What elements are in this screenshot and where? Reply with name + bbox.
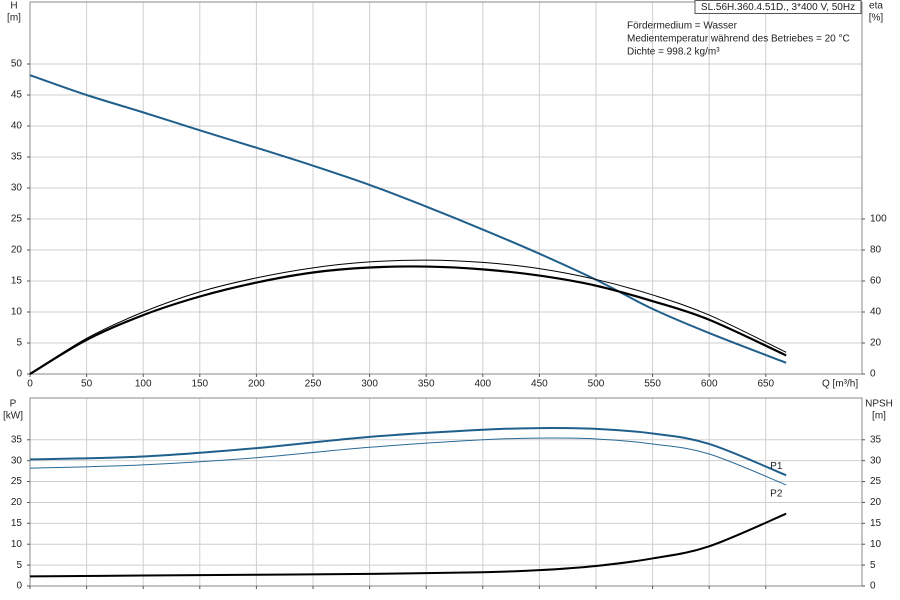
y-axis-unit: [m] — [7, 13, 21, 24]
y2-tick-label: 80 — [870, 245, 882, 256]
x-tick-label: 500 — [588, 379, 605, 390]
y2-tick-label: 60 — [870, 276, 882, 287]
x-tick-label: 600 — [701, 379, 718, 390]
series-line — [29, 259, 787, 375]
annotation: Fördermedium = Wasser — [627, 21, 738, 32]
x-tick-label: 400 — [474, 379, 491, 390]
y-axis-label: H — [10, 1, 17, 12]
x-tick-label: 350 — [418, 379, 435, 390]
y2-tick-label: 0 — [870, 581, 876, 592]
y2-axis-label: NPSH — [865, 399, 893, 410]
series-line — [29, 74, 787, 364]
y-tick-label: 0 — [16, 581, 22, 592]
x-axis-label: Q [m³/h] — [822, 379, 858, 390]
y2-tick-label: 15 — [870, 518, 882, 529]
y2-tick-label: 10 — [870, 539, 882, 550]
x-tick-label: 650 — [757, 379, 774, 390]
x-tick-label: 550 — [644, 379, 661, 390]
x-tick-label: 450 — [531, 379, 548, 390]
annotation: Medientemperatur während des Betriebes =… — [627, 34, 850, 45]
x-tick-label: 150 — [191, 379, 208, 390]
y2-axis-unit: [%] — [869, 13, 884, 24]
y-tick-label: 20 — [11, 497, 23, 508]
y2-tick-label: 0 — [870, 369, 876, 380]
y2-tick-label: 25 — [870, 476, 882, 487]
x-tick-label: 50 — [81, 379, 93, 390]
y-tick-label: 15 — [11, 276, 23, 287]
y2-tick-label: 40 — [870, 307, 882, 318]
x-tick-label: 0 — [27, 379, 33, 390]
y-tick-label: 15 — [11, 518, 23, 529]
y-tick-label: 25 — [11, 476, 23, 487]
y-tick-label: 10 — [11, 539, 23, 550]
y-tick-label: 50 — [11, 59, 23, 70]
y-tick-label: 25 — [11, 214, 23, 225]
x-tick-label: 100 — [135, 379, 152, 390]
y2-tick-label: 30 — [870, 455, 882, 466]
series-label: P2 — [770, 489, 783, 500]
y-tick-label: 30 — [11, 183, 23, 194]
y2-tick-label: 35 — [870, 434, 882, 445]
y-axis-label: P — [10, 399, 17, 410]
header: SL.56H.360.4.51D., 3*400 V, 50Hz — [701, 2, 855, 13]
y-tick-label: 10 — [11, 307, 23, 318]
y2-tick-label: 100 — [870, 214, 887, 225]
y-tick-label: 20 — [11, 245, 23, 256]
y-axis-unit: [kW] — [3, 411, 23, 422]
y2-axis-unit: [m] — [872, 411, 886, 422]
y-tick-label: 45 — [11, 90, 23, 101]
bottom-plot-frame — [29, 397, 863, 587]
series-label: P1 — [770, 461, 783, 472]
y2-tick-label: 5 — [870, 560, 876, 571]
series-line — [29, 437, 787, 486]
series-line — [29, 512, 787, 578]
y-tick-label: 35 — [11, 434, 23, 445]
header-box — [694, 0, 862, 14]
y2-tick-label: 20 — [870, 338, 882, 349]
x-tick-label: 250 — [305, 379, 322, 390]
series-line — [29, 265, 787, 375]
y2-tick-label: 20 — [870, 497, 882, 508]
y-tick-label: 5 — [16, 560, 22, 571]
series-line — [29, 427, 787, 477]
y-tick-label: 35 — [11, 152, 23, 163]
y2-axis-label: eta — [869, 1, 883, 12]
annotation: Dichte = 998.2 kg/m³ — [627, 47, 720, 58]
x-tick-label: 300 — [361, 379, 378, 390]
y-tick-label: 0 — [16, 369, 22, 380]
y-tick-label: 5 — [16, 338, 22, 349]
x-tick-label: 200 — [248, 379, 265, 390]
y-tick-label: 40 — [11, 121, 23, 132]
y-tick-label: 30 — [11, 455, 23, 466]
